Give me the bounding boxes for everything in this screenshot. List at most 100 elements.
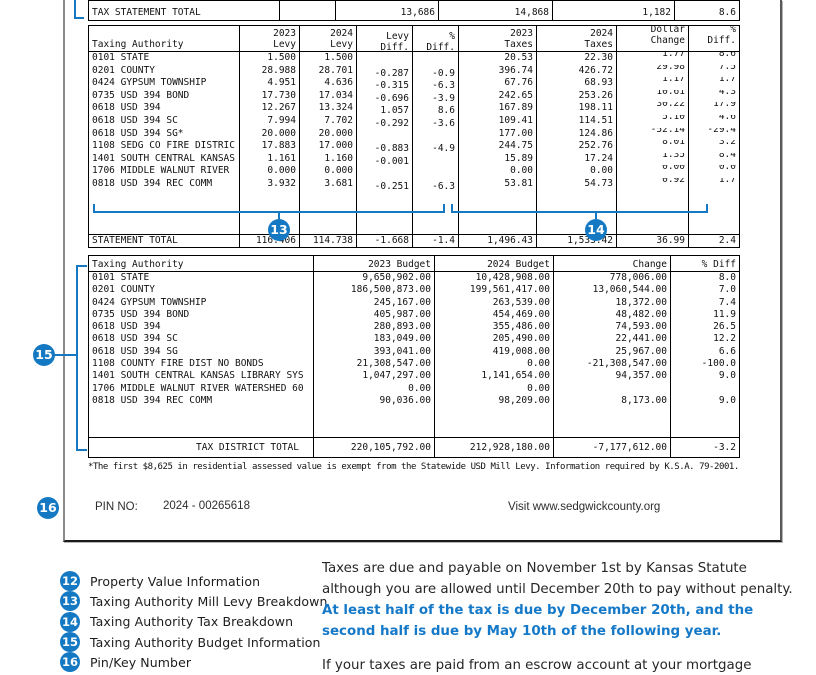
callout-13-bracket-tick-left	[93, 204, 95, 213]
pin-label: PIN NO:	[95, 501, 138, 513]
col-header-2024-levy: 2024 Levy	[299, 25, 357, 52]
cell-text: -4.9	[432, 143, 455, 153]
cell-text: -0.696	[374, 92, 409, 103]
cell-2023-taxes: 242.65	[458, 89, 537, 103]
cell-2024-levy: 3.681	[299, 177, 357, 191]
cell-authority: 1401 SOUTH CENTRAL KANSAS	[88, 152, 240, 166]
cell-2023-budget: 405,987.00	[313, 308, 435, 322]
cell-2023-taxes: 244.75	[458, 140, 537, 153]
col-header-levy-diff: Levy Diff.	[356, 25, 413, 52]
cell-2023-budget: 183,049.00	[313, 333, 435, 346]
total-pct-diff: -3.2	[670, 436, 740, 458]
cell-2023-levy: 1.500	[239, 51, 300, 65]
cell-authority: 1108 COUNTY FIRE DIST NO BONDS	[88, 358, 314, 371]
cell-pct-diff: -29.4	[688, 127, 740, 141]
cell-authority: 0818 USD 394 REC COMM	[88, 177, 240, 191]
col-header-authority: Taxing Authority	[88, 255, 314, 272]
cell-dollar-change: 1.17	[616, 77, 689, 90]
legend-item: 15 Taxing Authority Budget Information	[60, 632, 328, 653]
cell-2023-levy: 20.000	[239, 127, 300, 141]
cell-pct-diff: 12.2	[670, 333, 740, 346]
cell-text: -0.287	[374, 67, 409, 78]
cell-2024-levy: 4.636	[299, 77, 357, 90]
cell-text: -29.4	[707, 127, 736, 135]
cell-2024-levy: 17.000	[299, 140, 357, 153]
cell-text: 29.98	[656, 64, 685, 72]
cell-text: 4.6	[718, 114, 736, 122]
cell-levy-pct-diff	[412, 152, 459, 166]
cell-change: 778,006.00	[553, 271, 671, 285]
spacer-row	[88, 407, 740, 438]
legend-item: 14 Taxing Authority Tax Breakdown	[60, 611, 328, 632]
cell-text: -6.3	[432, 180, 455, 191]
total-2023-budget: 220,105,792.00	[313, 436, 435, 458]
col-header-2024-taxes: 2024 Taxes	[536, 25, 617, 52]
cell-levy-pct-diff: -3.6	[412, 114, 459, 128]
cell-text: 17.9	[713, 102, 736, 110]
callout-13: 13	[268, 219, 290, 241]
total-cell: 1,182	[552, 4, 675, 20]
cell-dollar-change: 1.35	[616, 152, 689, 166]
cell-pct-diff: 11.9	[670, 308, 740, 322]
cell-2024-budget: 263,539.00	[434, 296, 554, 309]
cell-authority: 0424 GYPSUM TOWNSHIP	[88, 296, 314, 309]
col-header-pct-diff: % Diff.	[688, 25, 740, 52]
cell-levy-pct-diff: -6.3	[412, 77, 459, 90]
cell-authority: 0618 USD 394 SC	[88, 114, 240, 128]
levy-row: 1108 SEDG CO FIRE DISTRIC 17.883 17.000 …	[88, 140, 740, 153]
total-levy-diff: -1.668	[356, 234, 413, 248]
budget-header-row: Taxing Authority 2023 Budget 2024 Budget…	[88, 255, 740, 272]
cell-change	[553, 382, 671, 395]
legend-item: 13 Taxing Authority Mill Levy Breakdown	[60, 591, 328, 612]
cell-pct-diff: 7.0	[670, 284, 740, 297]
levy-row: 0101 STATE 1.500 1.500 20.53 22.30 1.77 …	[88, 51, 740, 65]
cell-change: 13,060,544.00	[553, 284, 671, 297]
col-header-change: Change	[553, 255, 671, 272]
cell-pct-diff: 7.4	[670, 296, 740, 309]
cell-text: 0.92	[662, 177, 685, 185]
callout-15-stem	[53, 354, 77, 356]
cell-2024-levy: 13.324	[299, 102, 357, 115]
levy-row: 0201 COUNTY 28.988 28.701 -0.287 -0.9 39…	[88, 64, 740, 78]
cell-2024-budget: 1,141,654.00	[434, 370, 554, 383]
cell-2023-taxes: 53.81	[458, 177, 537, 191]
cell-levy-diff: -0.001	[356, 152, 413, 166]
header-text: 2023 Taxes	[504, 28, 533, 50]
cell-pct-diff: 8.0	[670, 271, 740, 285]
cell-pct-diff: 4.6	[688, 114, 740, 128]
cell-2024-taxes: 253.26	[536, 89, 617, 103]
budget-row: 0618 USD 394 SC 183,049.00 205,490.00 22…	[88, 333, 740, 346]
col-header-pct-diff: % Diff	[670, 255, 740, 272]
paragraph-text: Taxes are due and payable on November 1s…	[322, 561, 793, 597]
cell-text: 0.0	[718, 165, 736, 173]
cell-2023-taxes: 67.76	[458, 77, 537, 90]
legend-number-badge: 16	[60, 652, 80, 673]
cell-2023-taxes: 20.53	[458, 51, 537, 65]
footnote: *The first $8,625 in residential assesse…	[88, 462, 739, 472]
levy-row: 1401 SOUTH CENTRAL KANSAS 1.161 1.160 -0…	[88, 152, 740, 166]
cell-2023-taxes: 396.74	[458, 64, 537, 78]
callout-13-bracket	[93, 211, 445, 213]
cell-levy-pct-diff: -6.3	[412, 177, 459, 191]
callout-13-stem	[278, 213, 280, 221]
total-2024-budget: 212,928,180.00	[434, 436, 554, 458]
cell-authority: 0735 USD 394 BOND	[88, 308, 314, 322]
cell-2023-budget: 21,308,547.00	[313, 358, 435, 371]
total-label: TAX DISTRICT TOTAL	[88, 436, 314, 458]
total-pct-diff: 2.4	[688, 234, 740, 248]
cell-change: 94,357.00	[553, 370, 671, 383]
cell-text: -0.001	[374, 155, 409, 166]
cell-text: 1.7	[718, 77, 736, 85]
legend-number-badge: 14	[60, 611, 80, 632]
cell-authority: 0618 USD 394	[88, 321, 314, 334]
legend-number-badge: 15	[60, 632, 80, 653]
budget-row: 0101 STATE 9,650,902.00 10,428,908.00 77…	[88, 271, 740, 285]
cell-levy-diff: 1.057	[356, 102, 413, 115]
cell-2024-taxes: 114.51	[536, 114, 617, 128]
budget-row: 0424 GYPSUM TOWNSHIP 245,167.00 263,539.…	[88, 296, 740, 309]
levy-row: 0818 USD 394 REC COMM 3.932 3.681 -0.251…	[88, 177, 740, 191]
cell-2024-levy: 1.500	[299, 51, 357, 65]
tax-statement-total-row: TAX STATEMENT TOTAL 13,686 14,868 1,182 …	[88, 4, 740, 20]
cell-change: -21,308,547.00	[553, 358, 671, 371]
cell-2024-budget: 10,428,908.00	[434, 271, 554, 285]
